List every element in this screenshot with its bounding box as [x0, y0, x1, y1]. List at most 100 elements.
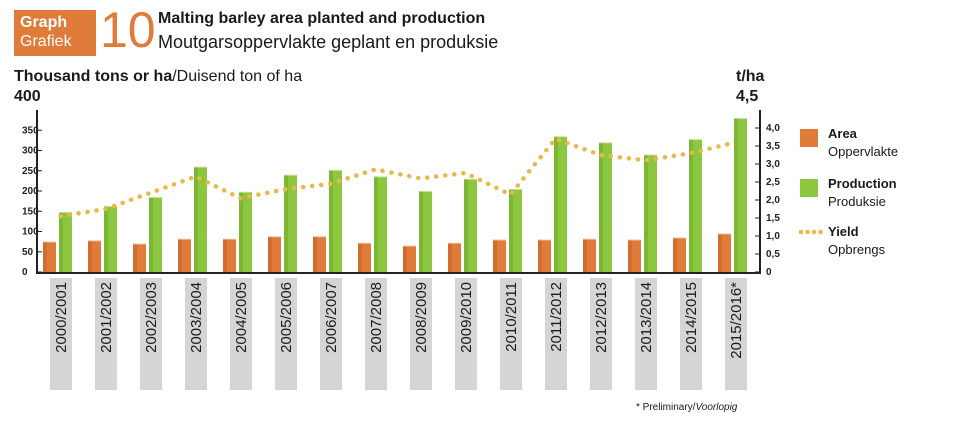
- category-label: 2011/2012: [548, 282, 565, 352]
- badge-label-af: Grafiek: [20, 33, 72, 50]
- bar-area-top: [628, 237, 641, 241]
- bar-area-shade: [313, 236, 317, 272]
- bar-production-shade: [464, 178, 468, 272]
- legend-yield-dot: [811, 229, 817, 235]
- category-label-box: [635, 278, 657, 390]
- bar-area-top: [268, 234, 281, 238]
- bar-area-shade: [628, 239, 632, 272]
- bar-area-shade: [493, 239, 497, 272]
- category-label: 2003/2004: [188, 282, 205, 353]
- bar-production-top: [194, 164, 207, 168]
- category-label-box: [725, 278, 747, 390]
- bar-production-top: [149, 195, 162, 199]
- bar-area-shade: [583, 238, 587, 272]
- left-axis-label-rest: /Duisend ton of ha: [172, 68, 303, 85]
- left-tick-label: 100: [22, 227, 39, 238]
- category-label: 2001/2002: [98, 282, 115, 353]
- bar-area-shade: [673, 237, 677, 272]
- bar-production-top: [554, 134, 567, 138]
- bar-production-top: [374, 174, 387, 178]
- bar-production-top: [644, 152, 657, 156]
- category-label-box: [140, 278, 162, 390]
- bar-area: [718, 233, 731, 272]
- left-tick-label: 150: [22, 206, 39, 217]
- bar-production-top: [734, 116, 747, 120]
- bar-production-shade: [149, 197, 153, 272]
- bar-production-top: [509, 186, 522, 190]
- category-label-box: [680, 278, 702, 390]
- bar-production-top: [419, 189, 432, 192]
- bar-production-shade: [59, 212, 63, 272]
- bar-area-shade: [43, 241, 47, 272]
- bar-production-shade: [419, 191, 423, 272]
- bar-production-top: [104, 203, 117, 207]
- bar-area-shade: [358, 242, 362, 272]
- bar-production-shade: [599, 142, 603, 272]
- chart-title: Malting barley area planted and producti…: [158, 10, 486, 27]
- left-tick-label: 350: [22, 125, 39, 136]
- footnote-text: * Preliminary/: [636, 402, 696, 413]
- bar-area-top: [673, 235, 686, 239]
- bar-area-shade: [133, 243, 137, 272]
- right-tick-label: 2,5: [766, 177, 780, 188]
- bar-area: [583, 238, 596, 272]
- bar-area-top: [88, 238, 101, 242]
- bar-area: [178, 238, 191, 272]
- bar-production-top: [284, 172, 297, 176]
- category-label-box: [95, 278, 117, 390]
- footnote-italic: Voorlopig: [695, 402, 738, 413]
- left-tick-label: 50: [22, 247, 34, 258]
- bar-area: [673, 237, 686, 272]
- bar-production-top: [689, 137, 702, 141]
- bar-area-top: [43, 239, 56, 243]
- category-label-box: [500, 278, 522, 390]
- category-label: 2012/2013: [593, 282, 610, 353]
- bar-area: [313, 236, 326, 272]
- graph-number: 10: [100, 2, 156, 58]
- right-tick-label: 0,5: [766, 249, 780, 260]
- bar-production-shade: [104, 205, 108, 272]
- bar-area: [448, 242, 461, 272]
- left-tick-label: 0: [22, 267, 28, 278]
- bar-area-top: [178, 236, 191, 240]
- right-tick-label: 0: [766, 267, 772, 278]
- legend-label-yield: Yield: [828, 224, 859, 239]
- bar-production-shade: [194, 166, 198, 272]
- bar-area-shade: [268, 236, 272, 272]
- bar-area-top: [493, 237, 506, 241]
- bar-production-shade: [329, 169, 333, 272]
- bar-production-shade: [284, 174, 288, 272]
- bar-area-top: [718, 231, 731, 235]
- bar-area-shade: [403, 245, 407, 272]
- bar-area-top: [403, 243, 416, 247]
- bar-production-shade: [374, 176, 378, 272]
- bar-area-top: [313, 234, 326, 238]
- bar-area-shade: [223, 238, 227, 272]
- right-tick-label: 1,0: [766, 231, 780, 242]
- category-label: 2009/2010: [458, 282, 475, 353]
- category-label: 2008/2009: [413, 282, 430, 353]
- left-axis-label-bold: Thousand tons or ha: [14, 68, 173, 85]
- bar-production-shade: [554, 136, 558, 272]
- bar-area-top: [583, 236, 596, 240]
- bar-production: [689, 139, 702, 272]
- legend-sublabel-yield: Opbrengs: [828, 242, 886, 257]
- category-label-box: [365, 278, 387, 390]
- bar-production: [419, 191, 432, 272]
- bar-area: [538, 239, 551, 272]
- legend-sublabel-area: Oppervlakte: [828, 144, 899, 159]
- bar-area: [268, 236, 281, 272]
- left-axis-label: Thousand tons or ha/Duisend ton of ha: [14, 68, 302, 86]
- legend-sublabel-production: Produksie: [828, 194, 886, 209]
- bar-production-top: [329, 167, 342, 171]
- legend-yield-dot: [805, 229, 810, 235]
- bar-area-shade: [538, 239, 542, 272]
- right-axis-label: t/ha: [736, 68, 765, 85]
- bar-area-top: [448, 240, 461, 244]
- legend-yield-dot: [818, 229, 823, 235]
- bar-area-shade: [178, 238, 182, 272]
- bar-area: [223, 238, 236, 272]
- right-tick-label: 2,0: [766, 195, 780, 206]
- bar-area: [493, 239, 506, 272]
